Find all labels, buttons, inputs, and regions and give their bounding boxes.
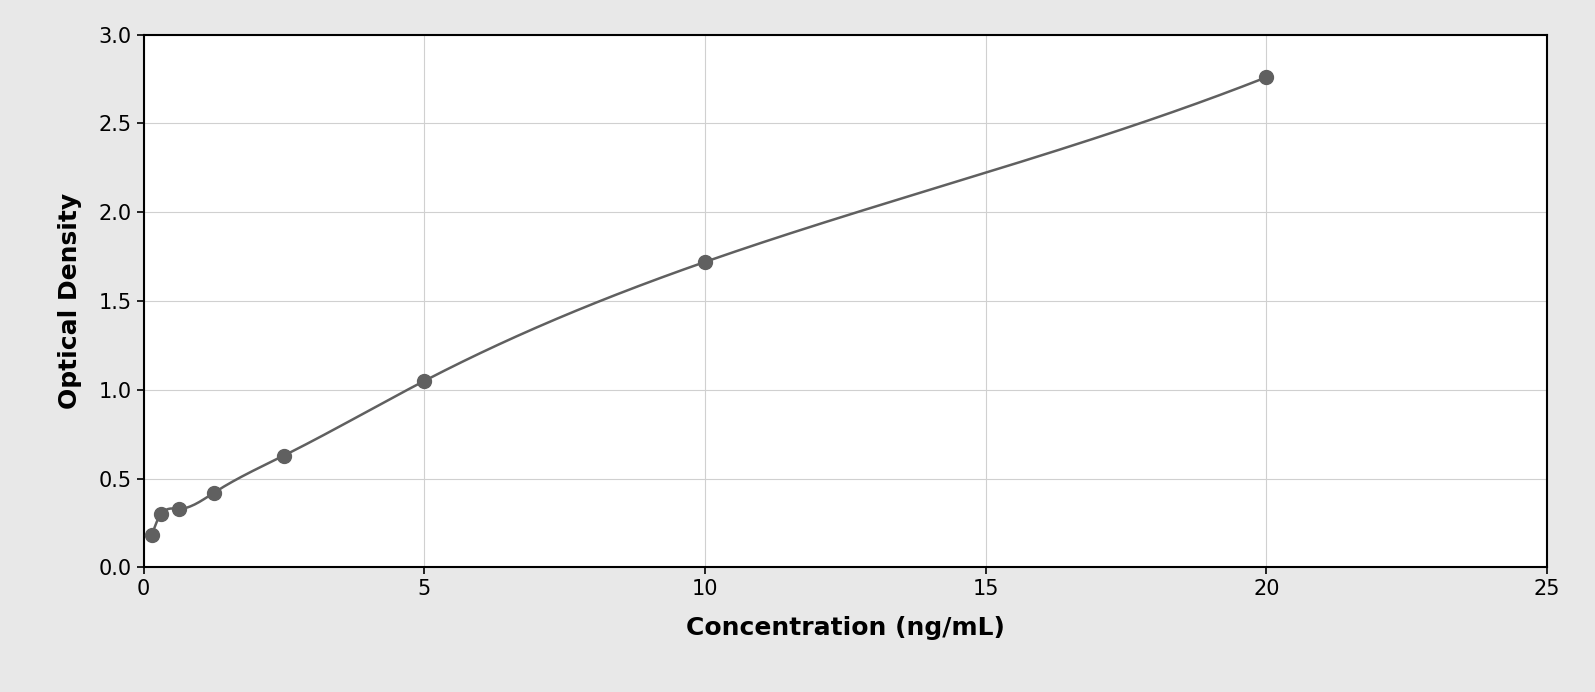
- Point: [201, 487, 226, 498]
- Point: [148, 509, 174, 520]
- Point: [166, 503, 191, 514]
- X-axis label: Concentration (ng/mL): Concentration (ng/mL): [686, 616, 1005, 640]
- Y-axis label: Optical Density: Optical Density: [57, 193, 81, 409]
- Point: [1254, 72, 1279, 83]
- Point: [692, 257, 718, 268]
- Point: [412, 375, 437, 386]
- Point: [271, 450, 297, 461]
- Point: [139, 529, 164, 540]
